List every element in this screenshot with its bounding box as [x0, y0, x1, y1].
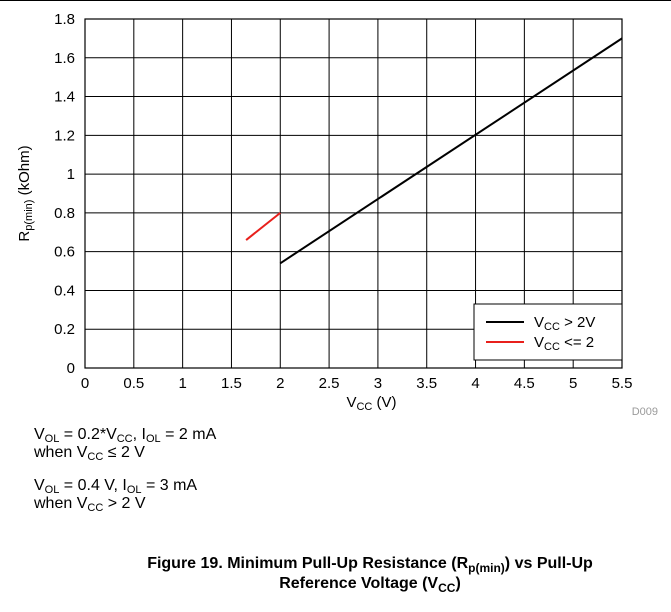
- y-tick-label: 0.6: [54, 244, 75, 261]
- subscript-text: OL: [44, 433, 60, 445]
- y-tick-label: 0: [67, 360, 75, 377]
- x-tick-label: 2.5: [319, 375, 340, 392]
- text-segment: , I: [132, 426, 146, 443]
- text-segment: > 2 V: [103, 495, 146, 512]
- x-tick-label: 4: [471, 375, 479, 392]
- text-segment: when V: [34, 444, 88, 461]
- y-tick-label: 1: [67, 166, 75, 183]
- x-tick-label: 0.5: [123, 375, 144, 392]
- y-tick-label: 1.6: [54, 50, 75, 67]
- text-segment: = 0.2*V: [59, 426, 117, 443]
- label-subscript: CC: [544, 341, 560, 353]
- text-segment: ≤ 2 V: [103, 444, 145, 461]
- x-tick-label: 1.5: [221, 375, 242, 392]
- note-line-1: VOL = 0.2*VCC, IOL = 2 mA: [34, 426, 217, 445]
- label-tail: <= 2: [560, 334, 594, 351]
- text-segment: ): [455, 575, 461, 592]
- subscript-text: p(min): [468, 561, 505, 575]
- x-tick-label: 5.5: [612, 375, 633, 392]
- label-subscript: CC: [544, 321, 560, 333]
- plot-border: [84, 18, 623, 369]
- x-axis-title: VCC (V): [346, 394, 396, 413]
- text-segment: = 3 mA: [141, 477, 198, 494]
- text-segment: V: [34, 426, 45, 443]
- subscript-text: CC: [87, 451, 104, 463]
- subscript-text: CC: [87, 502, 104, 514]
- label-main: V: [346, 394, 356, 411]
- subscript-text: OL: [145, 433, 161, 445]
- label-main: R: [16, 231, 33, 242]
- y-tick-label: 1.8: [54, 11, 75, 28]
- y-tick-label: 0.2: [54, 321, 75, 338]
- series-line-1: [279, 37, 623, 265]
- legend-label: VCC > 2V: [534, 314, 595, 333]
- subscript-text: CC: [438, 581, 456, 595]
- note-line-4: when VCC > 2 V: [34, 495, 146, 514]
- x-tick-label: 3: [374, 375, 382, 392]
- y-tick-label: 0.8: [54, 205, 75, 222]
- subscript-text: OL: [126, 484, 142, 496]
- x-tick-label: 1: [178, 375, 186, 392]
- text-segment: V: [34, 477, 45, 494]
- subscript-text: CC: [116, 433, 133, 445]
- text-segment: = 0.4 V, I: [59, 477, 127, 494]
- top-rule: [0, 0, 671, 1]
- text-segment: ) vs Pull-Up: [504, 555, 593, 572]
- chart: 0 0.5 1 1.5 2 2.5 3 3.5 4 4.5 5 5.5 0 0.2 0.4 0.6 0.8 1 1.…: [16, 11, 658, 418]
- text-segment: Reference Voltage (V: [279, 575, 439, 592]
- label-subscript: p(min): [23, 200, 35, 231]
- text-segment: = 2 mA: [160, 426, 217, 443]
- note-line-2: when VCC ≤ 2 V: [34, 444, 145, 463]
- legend-label: VCC <= 2: [534, 334, 594, 353]
- y-axis-title: Rp(min) (kOhm): [16, 145, 35, 241]
- caption-line-1: Figure 19. Minimum Pull-Up Resistance (R…: [80, 554, 660, 574]
- text-segment: when V: [34, 495, 88, 512]
- label-subscript: CC: [356, 401, 372, 413]
- caption-line-2: Reference Voltage (VCC): [80, 574, 660, 594]
- note-line-3: VOL = 0.4 V, IOL = 3 mA: [34, 477, 198, 496]
- x-tick-label: 4.5: [514, 375, 535, 392]
- series-line-2: [245, 212, 281, 241]
- subscript-text: OL: [44, 484, 60, 496]
- figure-code: D009: [632, 406, 658, 418]
- figure-caption: Figure 19. Minimum Pull-Up Resistance (R…: [80, 554, 660, 594]
- x-tick-label: 3.5: [416, 375, 437, 392]
- legend-box: [473, 303, 623, 361]
- x-tick-label: 5: [569, 375, 577, 392]
- label-main: V: [534, 314, 544, 331]
- y-tick-label: 1.2: [54, 127, 75, 144]
- label-tail: > 2V: [560, 314, 595, 331]
- y-tick-label: 1.4: [54, 89, 75, 106]
- label-main: V: [534, 334, 544, 351]
- x-tick-label: 2: [276, 375, 284, 392]
- label-tail: (kOhm): [16, 145, 33, 199]
- y-tick-label: 0.4: [54, 282, 75, 299]
- x-tick-label: 0: [81, 375, 89, 392]
- label-tail: (V): [372, 394, 396, 411]
- text-segment: Figure 19. Minimum Pull-Up Resistance (R: [147, 555, 469, 572]
